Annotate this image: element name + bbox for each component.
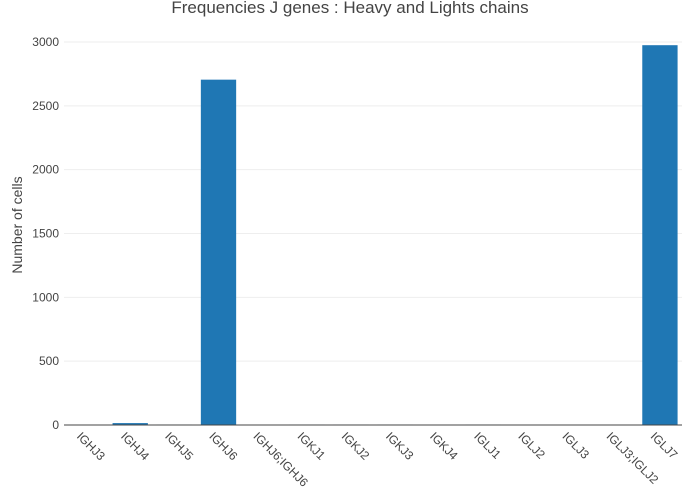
bar-iglj7 (642, 45, 678, 426)
x-tick-label: IGKJ1 (295, 429, 329, 463)
y-tick-label: 500 (39, 354, 59, 368)
bars (68, 45, 678, 426)
x-tick-label: IGHJ4 (118, 429, 152, 463)
y-tick-label: 3000 (32, 35, 59, 49)
y-tick-label: 2500 (32, 99, 59, 113)
x-tick-label: IGLJ2 (515, 429, 548, 462)
y-tick-label: 1500 (32, 227, 59, 241)
y-axis-label: Number of cells (9, 176, 25, 273)
bar-ighj6 (200, 79, 237, 425)
x-tick-label: IGHJ6 (206, 429, 240, 463)
y-tick-label: 1000 (32, 290, 59, 304)
x-tick-label: IGLJ1 (471, 429, 504, 462)
x-tick-label: IGHJ5 (162, 429, 196, 463)
x-tick-label: IGHJ3 (74, 429, 108, 463)
bar-ighj4 (112, 423, 148, 425)
x-tick-label: IGKJ3 (383, 429, 417, 463)
x-tick-label: IGLJ3 (560, 429, 593, 462)
chart-title: Frequencies J genes : Heavy and Lights c… (171, 0, 528, 17)
x-tick-label: IGLJ7 (648, 429, 681, 462)
x-tick-label: IGKJ4 (427, 429, 461, 463)
x-tick-label: IGKJ2 (339, 429, 373, 463)
y-tick-label: 2000 (32, 163, 59, 177)
y-tick-label: 0 (52, 418, 59, 432)
y-axis-ticks: 0 500 1000 1500 2000 2500 3000 (32, 35, 59, 432)
gridlines (64, 41, 682, 362)
